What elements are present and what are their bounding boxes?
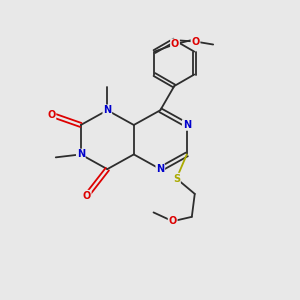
- Text: O: O: [47, 110, 56, 120]
- Text: O: O: [169, 216, 177, 226]
- Text: S: S: [173, 174, 180, 184]
- Text: O: O: [191, 37, 200, 46]
- Text: N: N: [103, 105, 111, 115]
- Text: N: N: [77, 149, 85, 159]
- Text: O: O: [82, 190, 91, 201]
- Text: N: N: [183, 120, 191, 130]
- Text: N: N: [156, 164, 164, 174]
- Text: O: O: [171, 39, 179, 49]
